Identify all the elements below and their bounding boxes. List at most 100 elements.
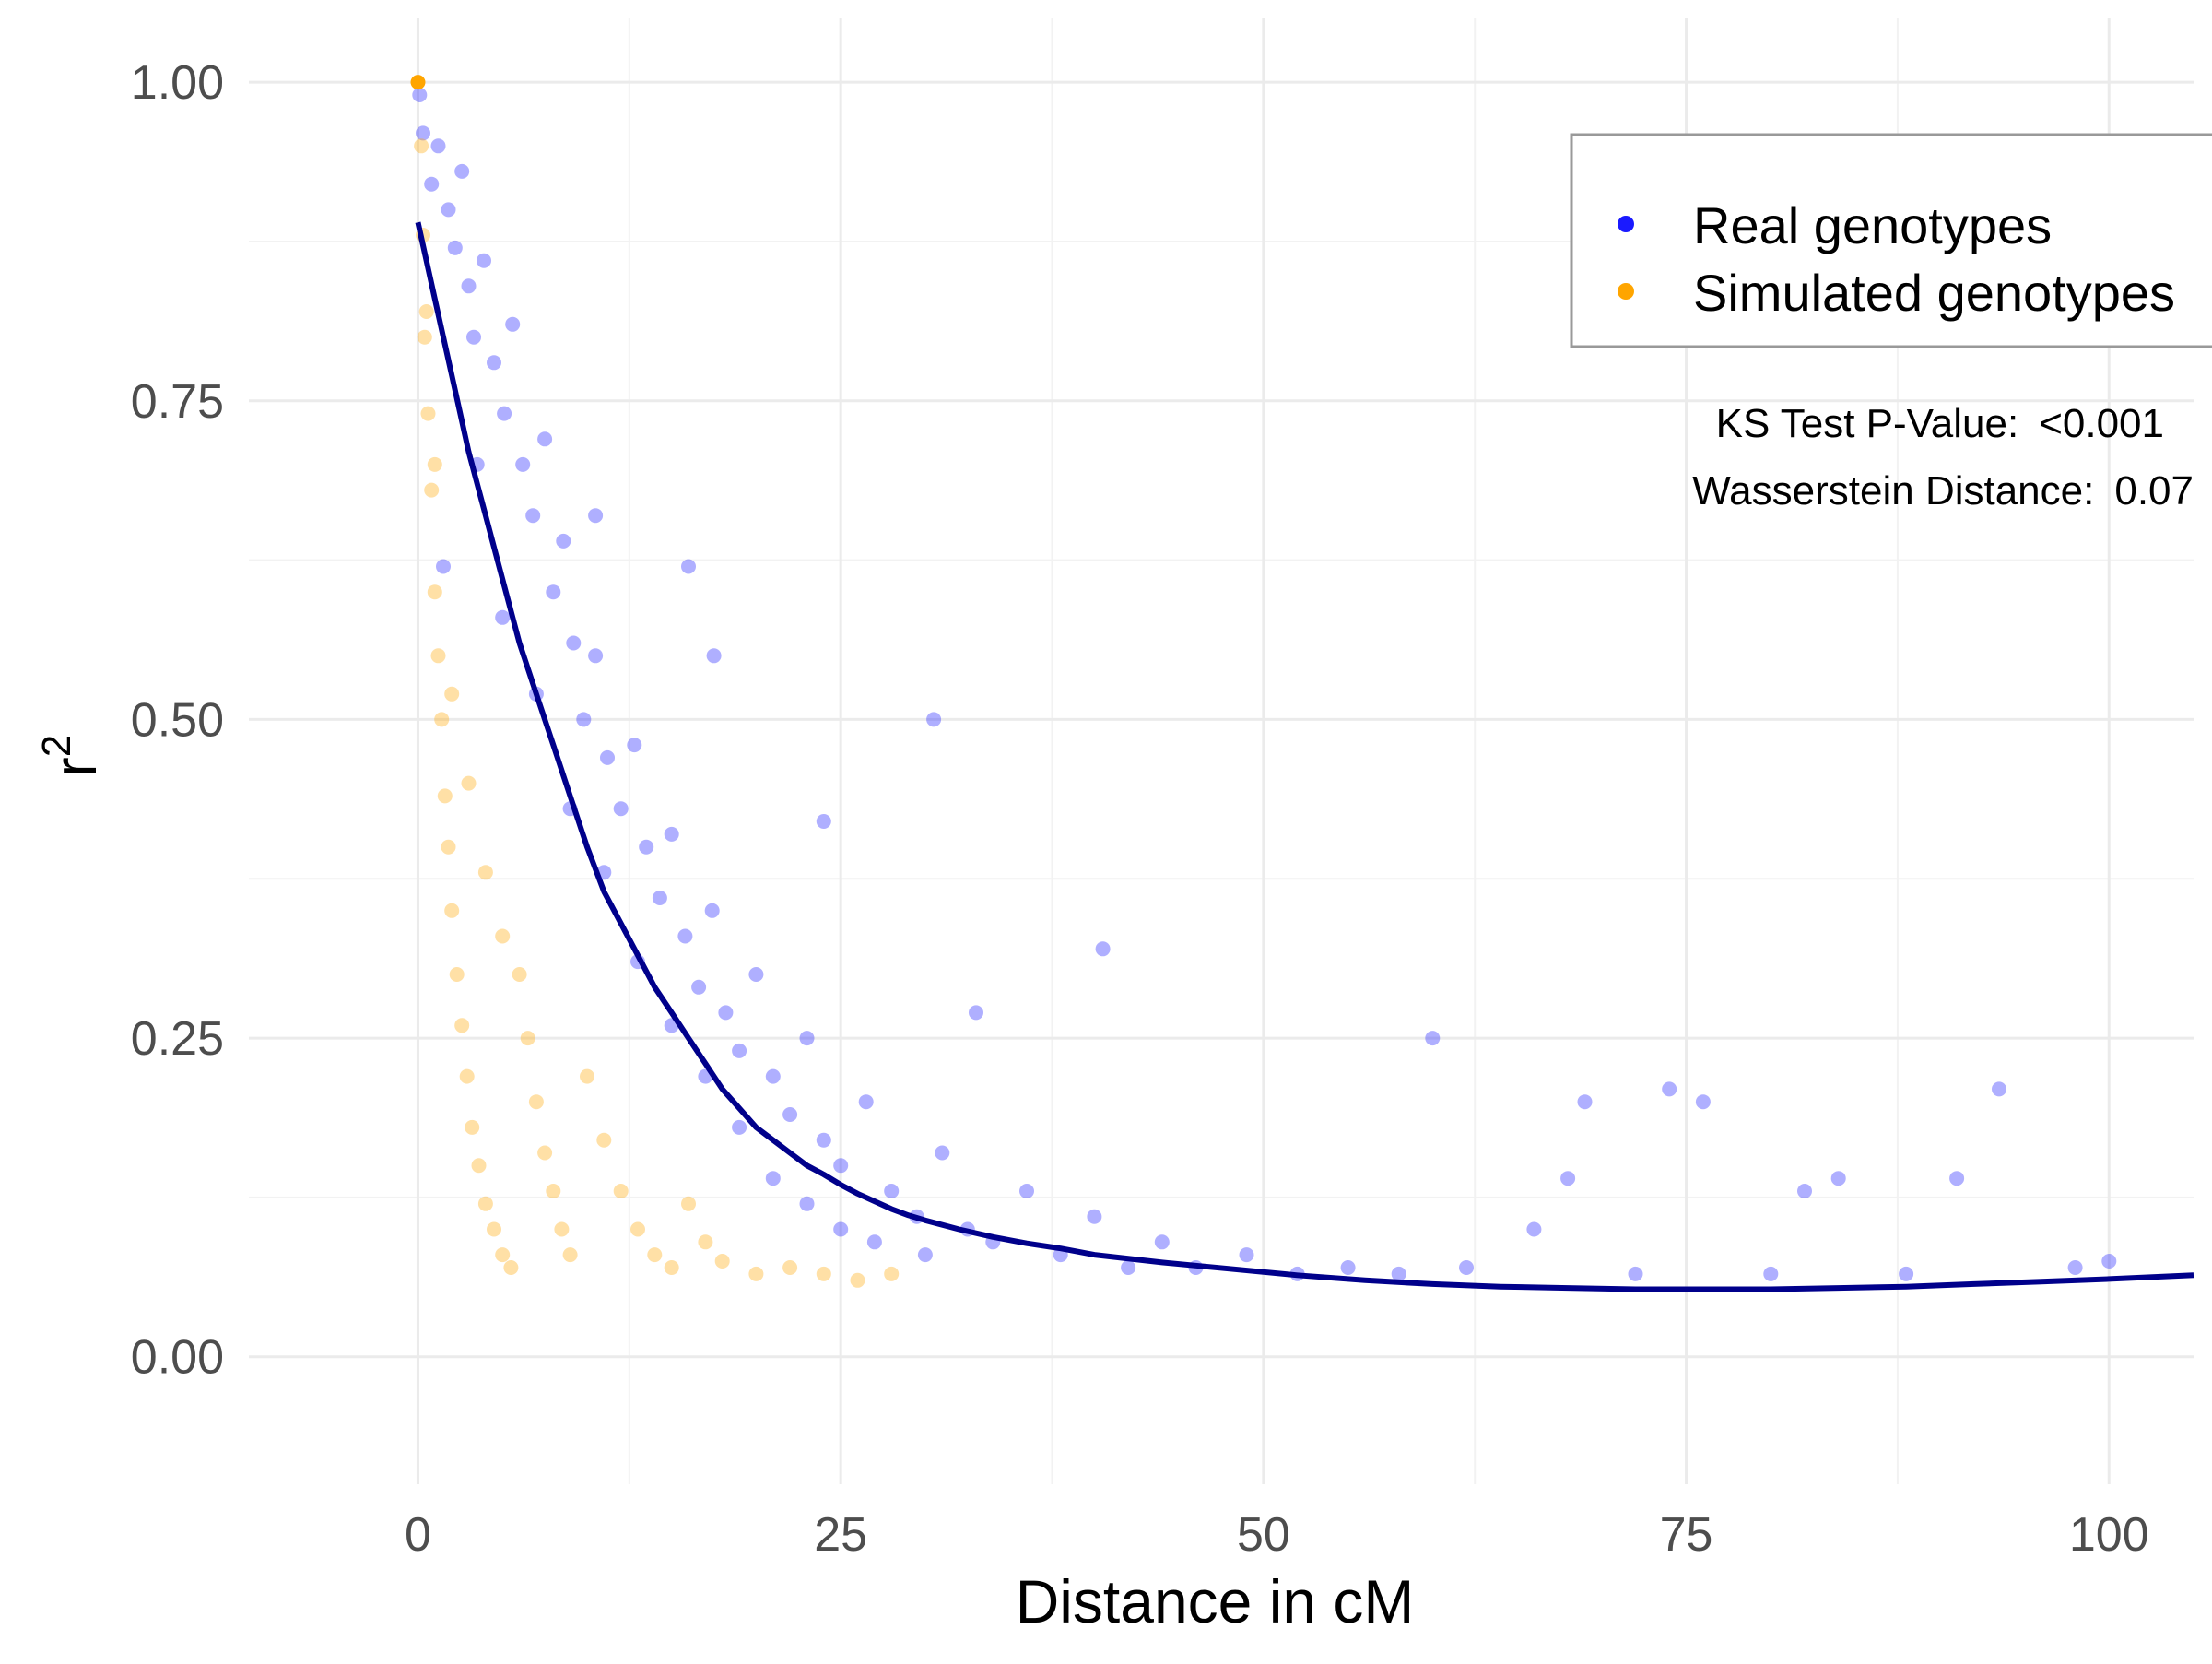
legend-label-real: Real genotypes — [1693, 196, 2052, 254]
simulated-genotypes-point — [528, 1094, 544, 1110]
y-tick-label: 0.25 — [131, 1012, 224, 1066]
ks-test-value: <0.001 — [2039, 401, 2164, 446]
legend-label-simulated: Simulated genotypes — [1693, 264, 2175, 322]
simulated-genotypes-point — [430, 648, 446, 664]
simulated-genotypes-point — [418, 304, 434, 319]
real-genotypes-point — [2067, 1260, 2083, 1275]
real-genotypes-point — [1019, 1184, 1034, 1198]
real-genotypes-point — [732, 1043, 747, 1058]
real-genotypes-point — [1992, 1081, 2006, 1097]
simulated-genotypes-point — [410, 75, 426, 90]
real-genotypes-point — [866, 1234, 882, 1250]
ks-test-label: KS Test P-Value: — [1716, 401, 2019, 446]
real-genotypes-point — [430, 138, 446, 154]
simulated-genotypes-point — [580, 1068, 594, 1084]
real-genotypes-point — [926, 712, 942, 727]
simulated-genotypes-point — [495, 928, 511, 944]
simulated-genotypes-point — [613, 1184, 629, 1198]
tick-labels: 0 25 50 75 100 0.00 0.25 0.50 0.75 1.00 — [131, 56, 2149, 1562]
real-genotypes-point — [497, 406, 512, 421]
simulated-genotypes-point — [454, 1018, 470, 1033]
real-genotypes-point — [1154, 1234, 1170, 1250]
simulated-genotypes-point — [520, 1031, 535, 1046]
simulated-genotypes-point — [681, 1196, 696, 1211]
simulated-genotypes-point — [884, 1266, 900, 1281]
real-genotypes-point — [704, 903, 720, 918]
simulated-genotypes-point — [465, 1119, 480, 1135]
real-genotypes-point — [858, 1094, 874, 1110]
simulated-genotypes-point — [503, 1260, 519, 1275]
simulated-genotypes-point — [630, 1221, 645, 1237]
real-genotypes-point — [935, 1145, 950, 1161]
real-genotypes-point — [1662, 1081, 1677, 1097]
real-genotypes-point — [652, 891, 667, 905]
real-genotypes-point — [1121, 1260, 1136, 1275]
simulated-genotypes-point — [562, 1247, 578, 1263]
real-genotypes-point — [436, 559, 451, 574]
real-genotypes-point — [765, 1171, 781, 1186]
real-genotypes-point — [576, 712, 592, 727]
real-genotypes-point — [477, 253, 491, 268]
simulated-genotypes-point — [444, 903, 460, 918]
trend-line-layer — [415, 221, 2194, 1292]
wasserstein-label: Wasserstein Distance: — [1692, 468, 2094, 513]
real-genotypes-point — [600, 749, 615, 765]
real-genotypes-point — [556, 533, 571, 549]
real-genotypes-point — [677, 928, 693, 944]
real-genotypes-point — [424, 176, 440, 192]
y-tick-label: 0.75 — [131, 375, 224, 429]
x-tick-label: 25 — [814, 1508, 867, 1562]
real-genotypes-point — [566, 635, 582, 651]
simulated-genotypes-point — [816, 1266, 831, 1281]
grid-lines — [249, 18, 2194, 1484]
simulated-genotypes-point — [596, 1132, 612, 1148]
real-genotypes-point — [706, 648, 722, 664]
real-genotypes-point — [782, 1107, 798, 1122]
real-genotypes-point — [1095, 941, 1111, 957]
real-genotypes-point — [525, 508, 541, 524]
real-genotypes-point — [799, 1031, 815, 1046]
x-tick-label: 75 — [1660, 1508, 1713, 1562]
real-genotypes-point — [884, 1184, 900, 1198]
real-genotypes-point — [969, 1005, 983, 1021]
simulated-genotypes-point — [748, 1266, 764, 1281]
x-tick-label: 0 — [405, 1508, 431, 1562]
real-genotypes-point — [1763, 1266, 1779, 1281]
real-genotypes-point — [718, 1005, 734, 1021]
real-genotypes-point — [816, 1132, 831, 1148]
simulated-genotypes-point — [424, 482, 440, 498]
simulated-genotypes-point — [427, 584, 442, 600]
simulated-genotypes-point — [782, 1260, 798, 1275]
simulated-genotypes-point — [437, 788, 453, 804]
real-genotypes-point — [454, 163, 470, 179]
real-genotypes-point — [416, 125, 430, 141]
simulated-genotypes-point — [459, 1068, 475, 1084]
real-genotypes-point — [487, 355, 501, 371]
real-genotypes-point — [1899, 1266, 1914, 1281]
real-genotypes-point — [1087, 1209, 1102, 1224]
real-genotypes-point — [664, 826, 679, 842]
simulated-genotypes-point — [664, 1260, 679, 1275]
real-genotypes-point — [732, 1119, 747, 1135]
real-genotypes-point — [588, 508, 604, 524]
simulated-genotypes-point — [444, 686, 460, 702]
real-genotypes-point — [515, 456, 531, 472]
legend-box — [1570, 133, 2212, 348]
y-axis-title: r2 — [34, 735, 109, 777]
real-genotypes-point — [1695, 1094, 1711, 1110]
simulated-genotypes-point — [449, 967, 465, 982]
simulated-genotypes-point — [714, 1254, 730, 1269]
legend-key-simulated — [1618, 283, 1634, 300]
real-genotypes-point — [833, 1221, 849, 1237]
simulated-genotypes-point — [427, 456, 442, 472]
simulated-genotypes-point — [477, 865, 493, 880]
simulated-genotypes-point — [477, 1196, 493, 1211]
simulated-genotypes-point — [537, 1145, 553, 1161]
simulated-genotypes-point — [647, 1247, 663, 1263]
trend-line — [415, 221, 2194, 1292]
x-axis-title: Distance in cM — [1016, 1567, 1415, 1635]
real-genotypes-point — [1239, 1247, 1254, 1263]
real-genotypes-point — [2101, 1254, 2117, 1269]
